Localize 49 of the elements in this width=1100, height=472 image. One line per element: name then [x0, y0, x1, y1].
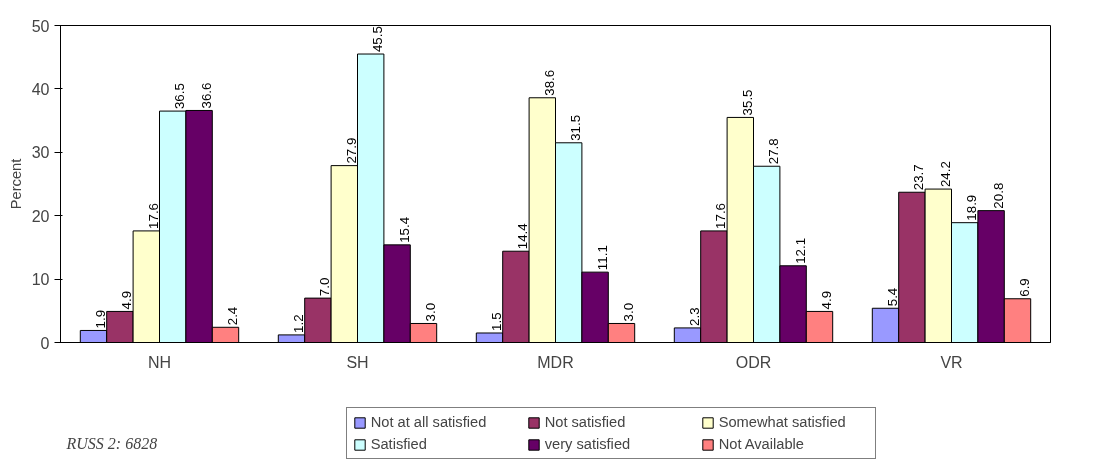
data-label: 36.5 — [172, 83, 188, 110]
legend-label: Somewhat satisfied — [718, 414, 847, 430]
legend-label: Not at all satisfied — [370, 414, 488, 430]
x-tick-label: NH — [147, 353, 172, 371]
data-label: 18.9 — [964, 194, 980, 221]
data-label: 45.5 — [370, 26, 386, 53]
data-label: 14.4 — [515, 222, 531, 250]
x-tick-label: ODR — [735, 353, 772, 371]
x-tick-label: MDR — [537, 353, 574, 371]
data-label: 6.9 — [1017, 278, 1032, 297]
data-label: 31.5 — [568, 114, 584, 141]
data-label: 35.5 — [739, 89, 755, 116]
x-tick-label: VR — [940, 353, 963, 371]
legend-label: Not Available — [718, 436, 805, 452]
legend-label: very satisfied — [544, 436, 632, 452]
data-label: 11.1 — [594, 245, 610, 271]
data-label: 2.3 — [687, 307, 702, 326]
data-label: 20.8 — [990, 182, 1006, 209]
y-tick-label: 50 — [31, 17, 50, 35]
data-label: 7.0 — [317, 277, 333, 297]
y-tick-label: 0 — [40, 334, 50, 352]
y-tick-label: 40 — [31, 80, 50, 98]
data-label: 27.8 — [766, 138, 782, 165]
data-label: 12.1 — [792, 237, 808, 264]
data-label: 4.9 — [819, 290, 834, 310]
text: RUSS 2: 6828 — [65, 434, 158, 452]
data-label: 38.6 — [541, 69, 557, 96]
data-label: 4.9 — [119, 290, 135, 310]
data-label: 24.2 — [937, 161, 953, 188]
data-label: 5.4 — [885, 287, 900, 307]
data-label: 17.6 — [713, 202, 729, 229]
data-label: 1.9 — [93, 309, 108, 329]
data-label: 1.2 — [291, 314, 306, 333]
legend-label: Satisfied — [370, 436, 428, 452]
y-tick-label: 20 — [31, 207, 50, 225]
data-label: 17.6 — [145, 202, 161, 229]
data-label: 36.6 — [198, 82, 214, 109]
data-label: 1.5 — [489, 312, 504, 331]
data-label: 15.4 — [396, 216, 412, 243]
data-label: 27.9 — [343, 137, 359, 164]
y-tick-label: 30 — [31, 144, 50, 162]
legend-label: Not satisfied — [544, 414, 627, 430]
data-label: 23.7 — [911, 164, 927, 191]
data-label: 2.4 — [225, 306, 240, 326]
y-tick-label: 10 — [31, 271, 50, 289]
data-label: 3.0 — [621, 302, 636, 322]
data-label: 3.0 — [423, 302, 438, 322]
y-axis-title: Percent — [7, 158, 24, 210]
x-tick-label: SH — [346, 353, 369, 371]
